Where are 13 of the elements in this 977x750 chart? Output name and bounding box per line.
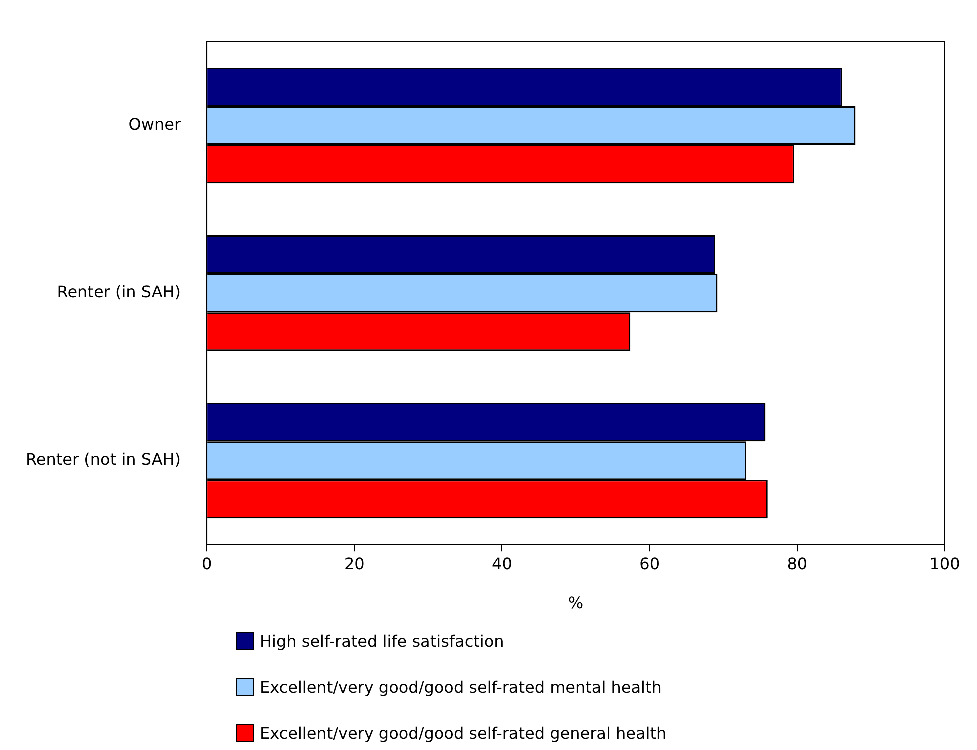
x-tick-label: 60 [640,554,660,574]
y-tick-label: Owner [128,114,182,134]
y-tick-label: Renter (not in SAH) [26,450,182,469]
legend-label: Excellent/very good/good self-rated general health [260,724,667,742]
x-tick-label: 20 [344,554,365,574]
x-tick-label: 0 [202,554,212,574]
x-tick-label: 100 [930,554,960,574]
x-tick-label: 40 [492,554,512,574]
legend-label: High self-rated life satisfaction [260,632,504,650]
y-tick-label: Renter (in SAH) [57,282,182,302]
x-axis-title: % [568,594,584,613]
legend-label: Excellent/very good/good self-rated mental health [260,678,662,696]
x-tick-label: 80 [787,554,808,574]
